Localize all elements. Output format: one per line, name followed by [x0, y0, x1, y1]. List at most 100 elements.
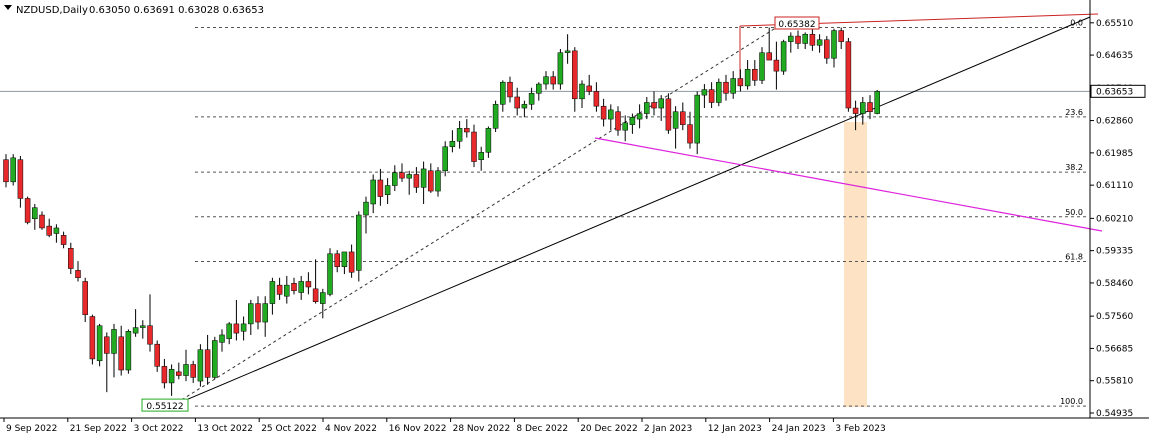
candle-body — [399, 172, 405, 179]
candle — [140, 320, 146, 339]
candle-body — [3, 159, 9, 183]
candle — [564, 34, 571, 64]
candle-body — [197, 349, 204, 382]
candle-body — [348, 251, 355, 273]
candle — [615, 106, 621, 136]
candle — [168, 364, 175, 396]
candle — [312, 259, 319, 304]
candle-body — [716, 81, 722, 103]
candle — [305, 272, 312, 295]
candle — [82, 277, 88, 323]
candle-body — [608, 109, 614, 120]
candles — [3, 27, 880, 396]
candle-body — [53, 227, 60, 234]
candle — [528, 87, 535, 110]
candle — [471, 124, 477, 168]
candle — [867, 95, 873, 120]
candle — [485, 126, 492, 158]
candle-body — [780, 41, 787, 72]
candle — [579, 80, 585, 109]
candle — [521, 100, 528, 118]
candle-body — [788, 35, 794, 42]
support-trendline[interactable] — [171, 16, 1091, 407]
candle-body — [168, 369, 175, 384]
candle-body — [176, 371, 182, 376]
dropdown-arrow-icon[interactable] — [4, 5, 12, 10]
candle-body — [737, 78, 744, 87]
candle-body — [46, 225, 52, 236]
candle-body — [464, 128, 470, 133]
candle — [737, 69, 744, 92]
candle-body — [564, 50, 571, 53]
candle — [3, 154, 9, 188]
candle — [68, 242, 74, 275]
candle-body — [204, 349, 211, 378]
candle — [255, 296, 261, 330]
y-tick-label: 0.58460 — [1096, 279, 1133, 289]
candle — [435, 167, 441, 197]
candle-body — [111, 329, 117, 354]
candle-body — [406, 174, 412, 179]
candle — [845, 37, 852, 112]
candle — [442, 141, 448, 177]
candle-body — [89, 316, 96, 360]
candle — [46, 218, 52, 238]
candle — [536, 82, 542, 101]
y-axis[interactable]: 0.655100.646350.637400.628600.619850.611… — [1090, 19, 1146, 419]
x-tick-label: 2 Jan 2023 — [644, 424, 692, 434]
candle-body — [226, 323, 232, 339]
candle — [327, 248, 333, 297]
candle — [377, 168, 384, 206]
candle — [593, 82, 600, 112]
candle — [550, 71, 556, 90]
candle-body — [82, 281, 88, 315]
candle-body — [233, 323, 240, 334]
candle — [708, 82, 715, 109]
x-tick-label: 24 Jan 2023 — [772, 424, 826, 434]
x-tick-label: 3 Oct 2022 — [134, 424, 184, 434]
candle — [24, 196, 31, 225]
candle-body — [183, 364, 189, 376]
candle-body — [867, 102, 873, 112]
candle-body — [104, 336, 110, 354]
candle — [125, 329, 132, 374]
candle-body — [413, 174, 420, 188]
candle — [262, 296, 268, 337]
candle — [356, 211, 362, 282]
fib-level-label: 61.8 — [1065, 252, 1083, 261]
candle-body — [730, 78, 736, 94]
candle-body — [10, 157, 16, 183]
current-price-box — [1090, 84, 1146, 98]
price-labels: 0.55122 0.65382 — [141, 16, 820, 412]
candle-body — [644, 102, 650, 114]
candle — [802, 32, 808, 49]
fib-base-line[interactable] — [171, 27, 777, 407]
candle-body — [521, 104, 528, 109]
candle — [118, 325, 124, 376]
candle — [399, 163, 405, 182]
channel-line[interactable] — [594, 137, 1103, 232]
candle — [838, 27, 844, 49]
candle — [572, 47, 578, 112]
candle — [89, 314, 96, 365]
x-axis[interactable]: 9 Sep 2022 21 Sep 2022 3 Oct 2022 13 Oct 20… — [3, 418, 886, 434]
candle-body — [708, 89, 715, 103]
candle-body — [456, 128, 463, 142]
candle — [154, 340, 160, 372]
candle-body — [255, 303, 261, 323]
candle — [795, 30, 801, 49]
candle-body — [752, 69, 758, 81]
candle — [392, 165, 398, 192]
candle-body — [269, 281, 276, 304]
candle-body — [284, 284, 290, 297]
candle-body — [449, 140, 456, 148]
candle-body — [485, 128, 492, 153]
high-price-label: 0.65382 — [778, 20, 815, 30]
candle-body — [802, 33, 808, 44]
candle-body — [874, 91, 880, 114]
y-tick-label: 0.61985 — [1096, 149, 1133, 159]
candle-body — [298, 281, 304, 293]
candle-body — [125, 331, 132, 371]
